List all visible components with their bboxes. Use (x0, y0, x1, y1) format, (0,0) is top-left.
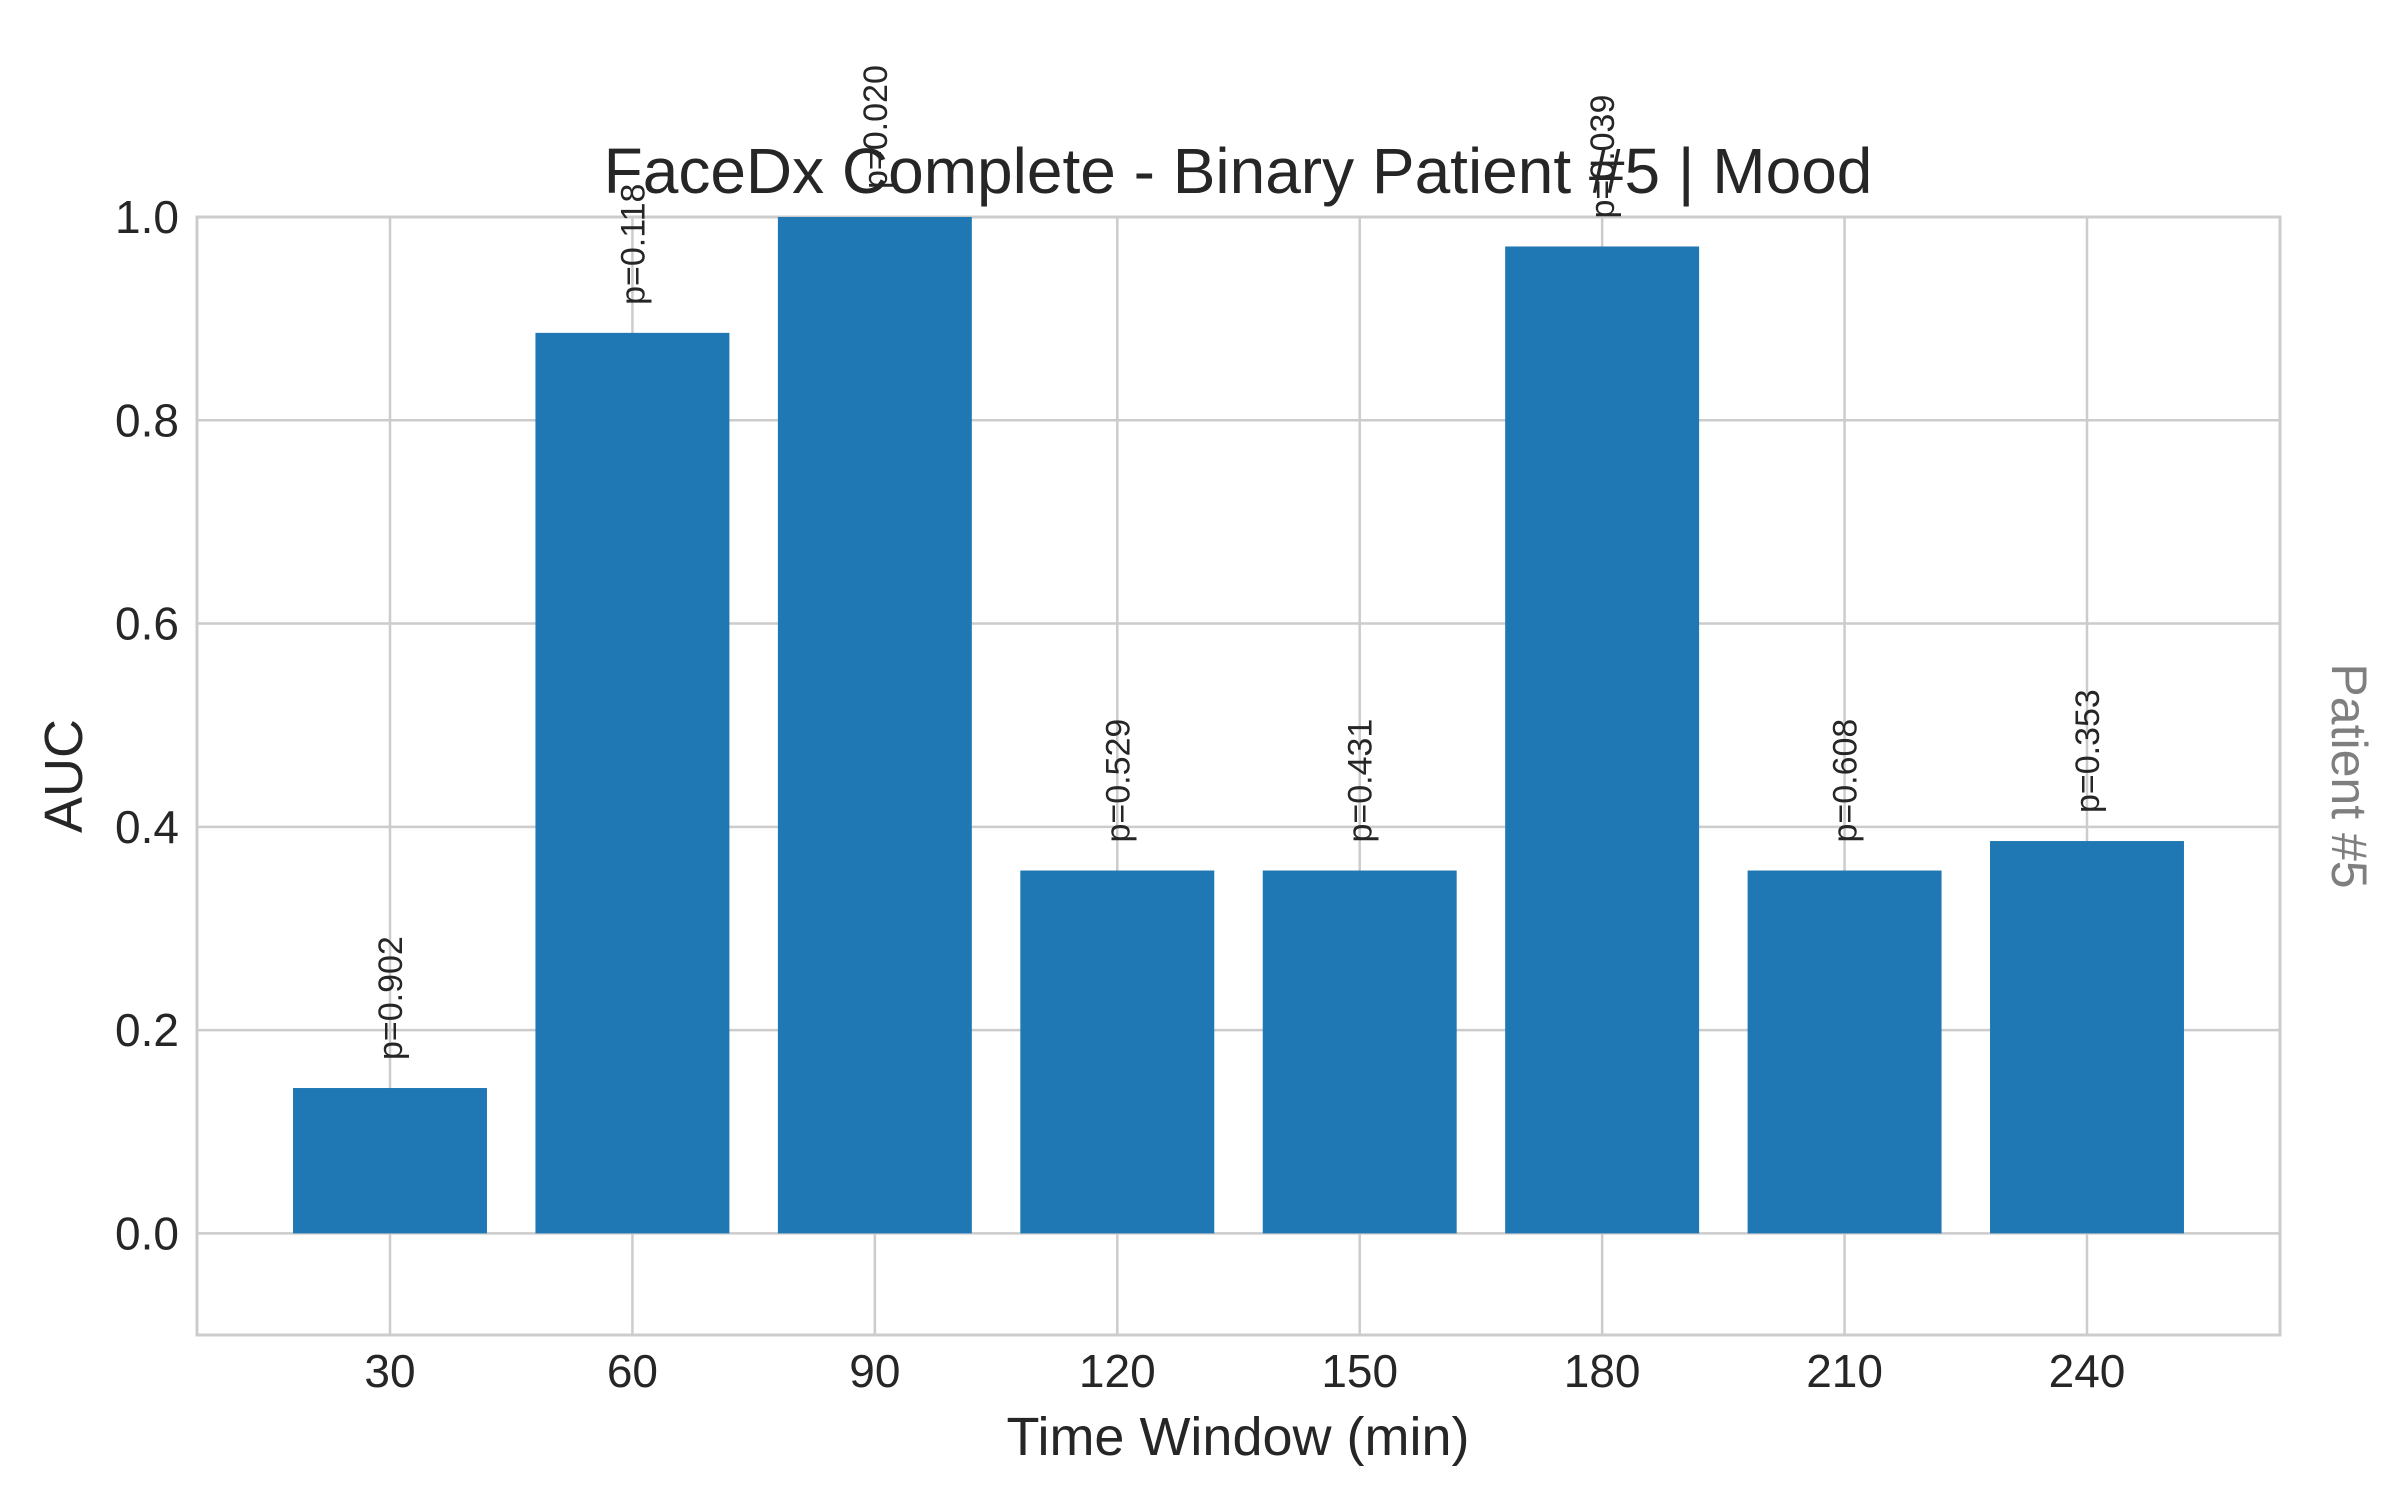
bar-210 (1747, 870, 1942, 1234)
x-tick-label: 30 (364, 1345, 415, 1397)
y-axis-label: AUC (34, 719, 94, 833)
p-value-label: p=0.020 (857, 65, 895, 189)
y-tick-label: 0.4 (115, 801, 179, 853)
y-tick-label: 0.2 (115, 1004, 179, 1056)
x-axis-label: Time Window (min) (1006, 1407, 1469, 1467)
y-tick-label: 0.0 (115, 1207, 179, 1259)
x-tick-label: 150 (1321, 1345, 1398, 1397)
grid-layer (197, 215, 2280, 1335)
labels-layer: 0.0 0.2 0.4 0.6 0.8 1.0 30 p=0.902 60 p=0.118 90 p=… (115, 65, 2125, 1397)
bar-30 (293, 1088, 487, 1234)
p-value-label: p=0.902 (372, 936, 410, 1060)
bar-90 (777, 217, 972, 1234)
bar-240 (1990, 841, 2184, 1234)
p-value-label: p=0.118 (614, 184, 652, 305)
x-tick-label: 240 (2049, 1345, 2126, 1397)
x-tick-label: 90 (849, 1345, 900, 1397)
chart-title: FaceDx Complete - Binary Patient #5 | Mo… (604, 135, 1873, 207)
bar-60 (535, 332, 730, 1234)
y-tick-label: 1.0 (115, 191, 179, 243)
patient-side-label: Patient #5 (2321, 663, 2377, 888)
y-tick-label: 0.8 (115, 394, 179, 446)
p-value-label: p=0.431 (1342, 719, 1380, 843)
x-tick-label: 210 (1806, 1345, 1883, 1397)
p-value-label: p=0.608 (1827, 719, 1865, 843)
p-value-label: p=0.529 (1099, 719, 1137, 843)
p-value-label: p=0.039 (1584, 95, 1622, 219)
x-tick-label: 60 (607, 1345, 658, 1397)
x-tick-label: 120 (1079, 1345, 1156, 1397)
x-tick-label: 180 (1564, 1345, 1641, 1397)
bar-150 (1262, 870, 1457, 1234)
bars-layer (293, 217, 2184, 1234)
p-value-label: p=0.353 (2069, 689, 2107, 813)
bar-120 (1020, 870, 1215, 1234)
y-tick-label: 0.6 (115, 598, 179, 650)
plot-frame (195, 215, 2282, 1337)
bar-180 (1505, 246, 1700, 1234)
